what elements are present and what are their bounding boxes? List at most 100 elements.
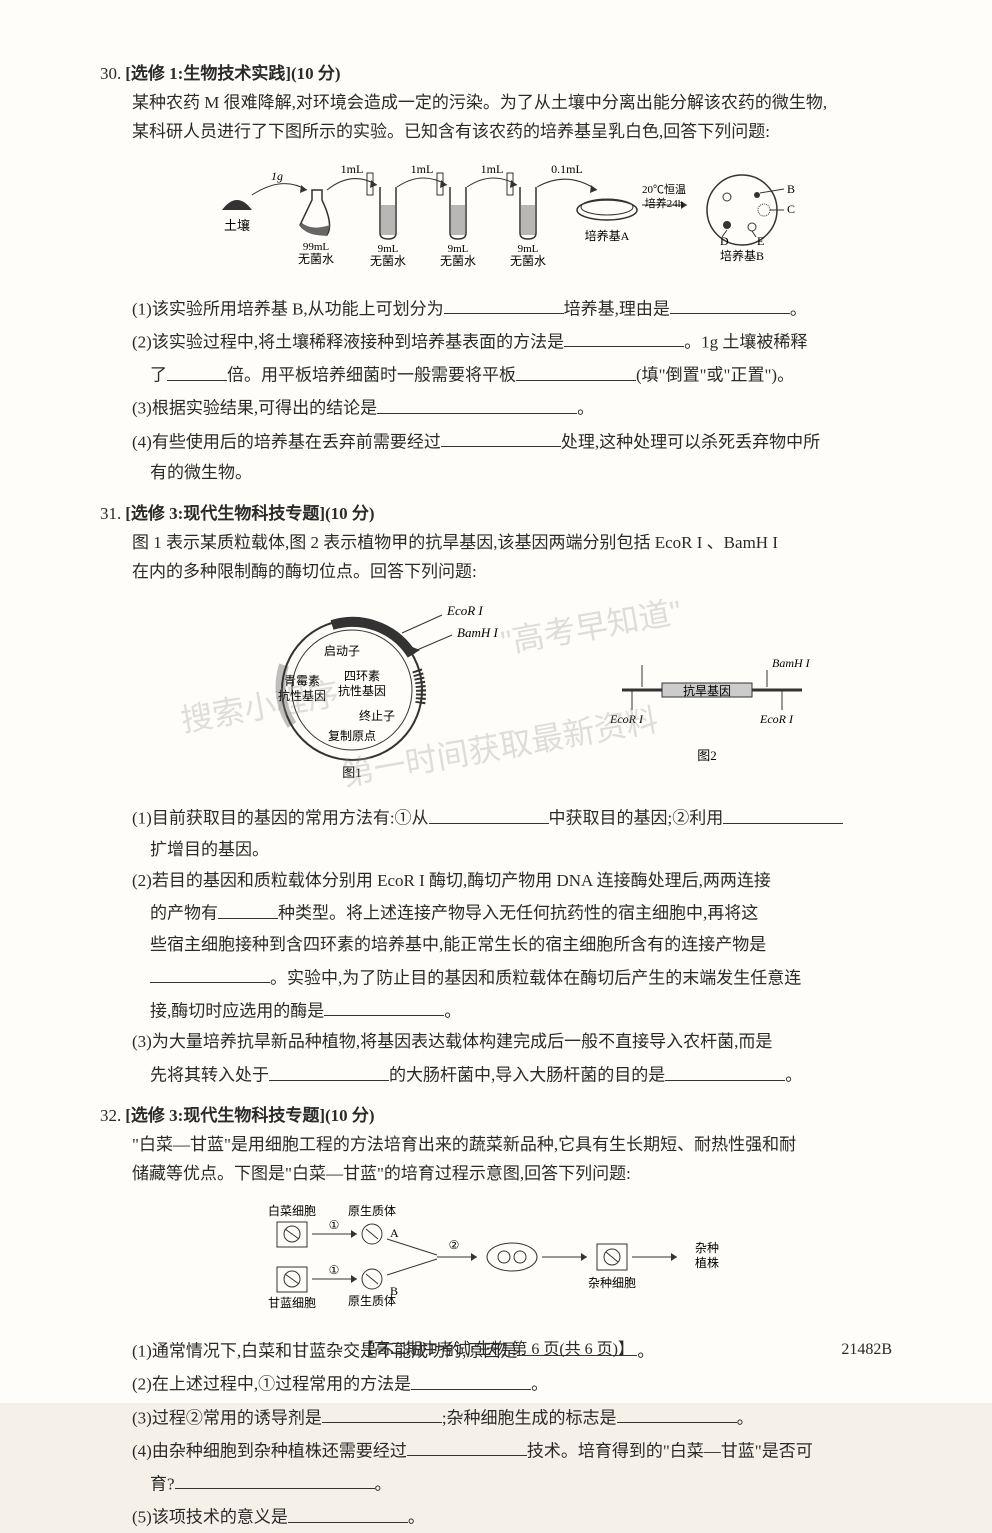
blank [324, 995, 444, 1016]
fig-amp2: 抗性基因 [278, 688, 326, 703]
blank [269, 1059, 389, 1080]
q30-sub4b: 有的微生物。 [132, 459, 912, 488]
q30-figure: 土壤 1g 99mL 无菌水 1mL [132, 155, 912, 285]
q31-sub1b: 扩增目的基因。 [132, 836, 912, 865]
fig-tet: 四环素 [344, 669, 380, 683]
fig1-label: 图1 [342, 765, 362, 780]
q31-sub2: (2)若目的基因和质粒载体分别用 EcoR I 酶切,酶切产物用 DNA 连接酶… [132, 867, 912, 896]
q30-sub2b: 了倍。用平板培养细菌时一般需要将平板(填"倒置"或"正置")。 [132, 359, 912, 390]
q30-intro2: 某科研人员进行了下图所示的实验。已知含有该农药的培养基呈乳白色,回答下列问题: [132, 118, 912, 147]
fig-medium-a: 培养基A [585, 228, 630, 243]
fig-tet2: 抗性基因 [338, 683, 386, 698]
fig-01ml: 0.1mL [551, 162, 583, 176]
fig-gene: 抗旱基因 [683, 683, 731, 698]
q32-sub5: (5)该项技术的意义是。 [132, 1501, 912, 1532]
q30-intro1: 某种农药 M 很难降解,对环境会造成一定的污染。为了从土壤中分离出能分解该农药的… [132, 89, 912, 118]
q30-sub4: (4)有些使用后的培养基在丢弃前需要经过处理,这种处理可以杀死丢弃物中所 [132, 426, 912, 457]
fig-sw2: 无菌水 [370, 254, 406, 268]
q31-sub2e: 接,酶切时应选用的酶是。 [132, 995, 912, 1026]
q32-sub2: (2)在上述过程中,①过程常用的方法是。 [132, 1368, 912, 1399]
fig-baicai: 白菜细胞 [268, 1203, 316, 1218]
q32-sub4b: 育?。 [132, 1468, 912, 1499]
q31-sub3b: 先将其转入处于的大肠杆菌中,导入大肠杆菌的目的是。 [132, 1059, 912, 1090]
q31-number: 31. [100, 500, 121, 529]
fig2-label: 图2 [697, 748, 717, 763]
q30-sub3: (3)根据实验结果,可得出的结论是。 [132, 392, 912, 423]
fig-bamh1-2: BamH I [772, 656, 811, 670]
fig-bamh1: BamH I [457, 625, 498, 640]
fig-protoB: B [390, 1284, 398, 1298]
q31-title: [选修 3:现代生物科技专题](10 分) [125, 500, 374, 529]
fig-1ml-2: 1mL [411, 162, 434, 176]
fig-step2: ② [449, 1238, 460, 1252]
q30-sub2: (2)该实验过程中,将土壤稀释液接种到培养基表面的方法是。1g 土壤被稀释 [132, 326, 912, 357]
q32-sub3: (3)过程②常用的诱导剂是;杂种细胞生成的标志是。 [132, 1402, 912, 1433]
q31-sub2c: 些宿主细胞接种到含四环素的培养基中,能正常生长的宿主细胞所含有的连接产物是 [132, 931, 912, 960]
fig-1g: 1g [271, 169, 283, 183]
fig-sw3: 无菌水 [440, 254, 476, 268]
fig-time: 培养24h [645, 196, 684, 210]
fig-ecor1-2: EcoR I [759, 712, 794, 726]
fig-ori: 复制原点 [328, 729, 376, 743]
q31-intro1: 图 1 表示某质粒载体,图 2 表示植物甲的抗旱基因,该基因两端分别包括 Eco… [132, 529, 912, 558]
blank [411, 1368, 531, 1389]
blank [407, 1435, 527, 1456]
blank [150, 962, 270, 983]
fig-medium-b: 培养基B [720, 248, 764, 263]
fig-term: 终止子 [359, 708, 395, 723]
fig-label-b: B [787, 182, 795, 196]
fig-proto: 原生质体 [348, 1204, 396, 1218]
fig-ecor1: EcoR I [446, 603, 483, 618]
question-31: 31. [选修 3:现代生物科技专题](10 分) 图 1 表示某质粒载体,图 … [100, 500, 912, 1091]
blank [322, 1402, 442, 1423]
blank [429, 802, 549, 823]
blank [444, 293, 564, 314]
fig-sw4: 无菌水 [510, 254, 546, 268]
q32-intro1: "白菜—甘蓝"是用细胞工程的方法培育出来的蔬菜新品种,它具有生长期短、耐热性强和… [132, 1131, 912, 1160]
blank [670, 293, 790, 314]
q31-sub3: (3)为大量培养抗旱新品种植物,将基因表达载体构建完成后一般不直接导入农杆菌,而… [132, 1028, 912, 1057]
fig-temp: 20℃恒温 [642, 183, 686, 196]
blank [175, 1468, 375, 1489]
fig-proto2: 原生质体 [348, 1294, 396, 1308]
fig-step1b: ① [329, 1263, 340, 1277]
q30-title: [选修 1:生物技术实践](10 分) [125, 60, 340, 89]
fig-label-e: E [757, 234, 764, 248]
fig-1ml-3: 1mL [481, 162, 504, 176]
blank [516, 359, 636, 380]
blank [288, 1501, 408, 1522]
fig-soil-label: 土壤 [224, 218, 250, 233]
q32-intro2: 储藏等优点。下图是"白菜—甘蓝"的培育过程示意图,回答下列问题: [132, 1160, 912, 1189]
q31-intro2: 在内的多种限制酶的酶切位点。回答下列问题: [132, 558, 912, 587]
q30-number: 30. [100, 60, 121, 89]
q30-sub1: (1)该实验所用培养基 B,从功能上可划分为培养基,理由是。 [132, 293, 912, 324]
q31-sub1: (1)目前获取目的基因的常用方法有:①从中获取目的基因;②利用 [132, 802, 912, 833]
blank [167, 359, 227, 380]
fig-1ml-1: 1mL [341, 162, 364, 176]
blank [723, 802, 843, 823]
q31-sub2d: 。实验中,为了防止目的基因和质粒载体在酶切后产生的末端发生任意连 [132, 962, 912, 993]
q32-number: 32. [100, 1102, 121, 1131]
fig-amp: 青霉素 [284, 674, 320, 688]
q32-sub4: (4)由杂种细胞到杂种植株还需要经过技术。培育得到的"白菜—甘蓝"是否可 [132, 1435, 912, 1466]
fig-sw1: 无菌水 [298, 252, 334, 266]
q31-figure: EcoR I BamH I 启动子 四环素 抗性基因 青霉素 抗性基因 终止子 … [132, 595, 912, 795]
blank [377, 392, 577, 413]
fig-step1a: ① [329, 1218, 340, 1232]
blank [564, 326, 684, 347]
blank [218, 897, 278, 918]
blank [665, 1059, 785, 1080]
question-32: 32. [选修 3:现代生物科技专题](10 分) "白菜—甘蓝"是用细胞工程的… [100, 1102, 912, 1532]
fig-protoA: A [390, 1226, 399, 1240]
fig-ecor1-3: EcoR I [609, 712, 644, 726]
blank [617, 1402, 737, 1423]
fig-ganlan: 甘蓝细胞 [268, 1296, 316, 1310]
q32-figure: 白菜细胞 甘蓝细胞 ① ① 原生质 [132, 1197, 912, 1327]
fig-hybrid-cell: 杂种细胞 [588, 1276, 636, 1290]
blank [441, 426, 561, 447]
exam-page: 30. [选修 1:生物技术实践](10 分) 某种农药 M 很难降解,对环境会… [0, 0, 992, 1403]
fig-label-d: D [720, 234, 729, 248]
fig-promoter: 启动子 [324, 644, 360, 658]
question-30: 30. [选修 1:生物技术实践](10 分) 某种农药 M 很难降解,对环境会… [100, 60, 912, 488]
fig-hybrid-plant2: 植株 [695, 1255, 719, 1270]
